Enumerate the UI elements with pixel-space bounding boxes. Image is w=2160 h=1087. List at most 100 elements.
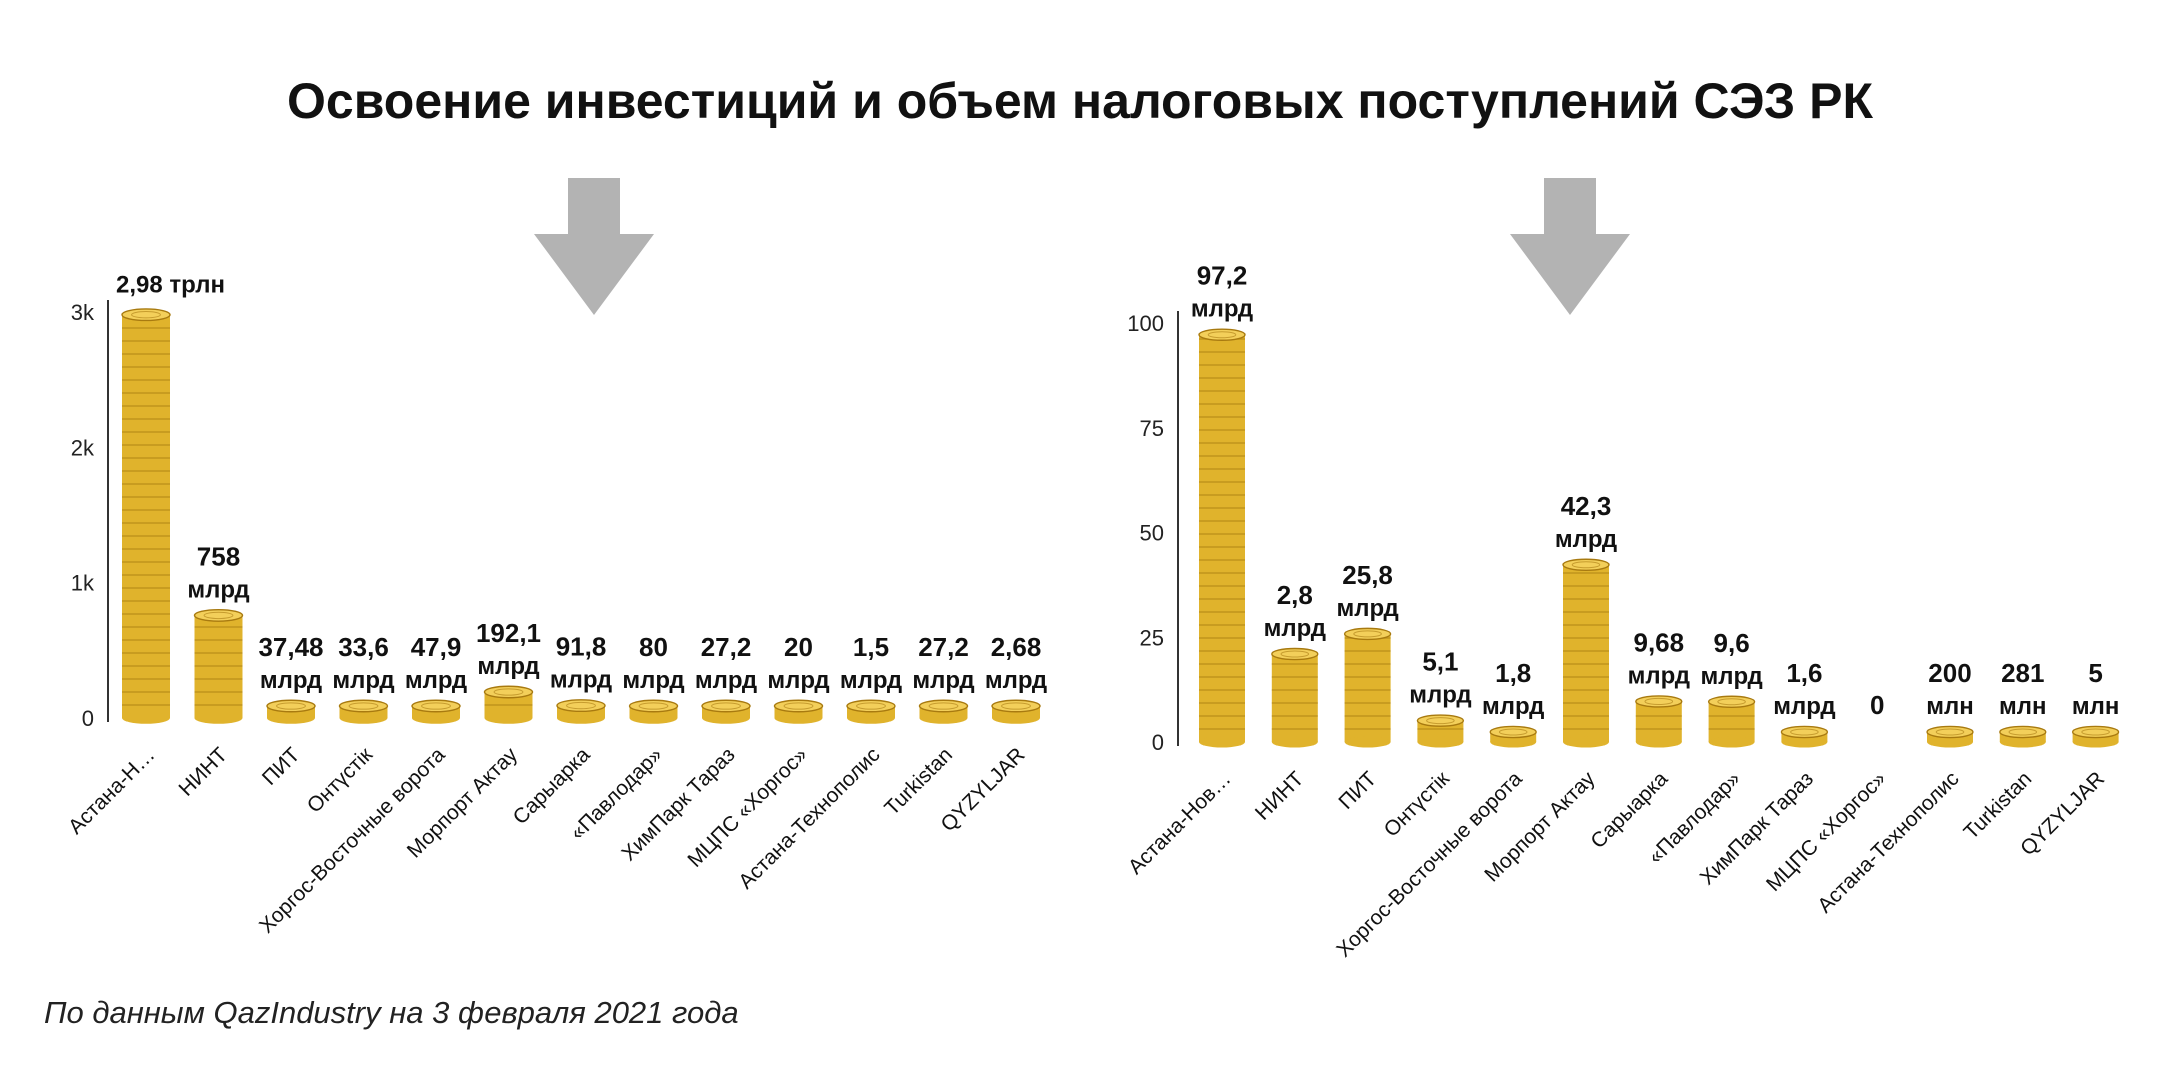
value-label: млрд [187,576,249,603]
coin-stack-body [1344,633,1391,742]
bar [773,699,824,724]
down-arrow-icon [534,178,654,315]
y-tick-label: 25 [1140,625,1164,650]
value-label: млрд [622,667,684,694]
coin-top-rim [1935,728,1965,736]
coin-bottom [702,712,750,724]
coin-bottom [1344,736,1391,748]
coin-top [628,699,679,713]
bar [411,699,461,724]
coin-stack-body [122,314,170,718]
value-label: 1,5 [853,632,889,662]
value-label: 5 [2088,658,2102,688]
coin-top [411,699,461,713]
bar [338,699,389,724]
value-label: 37,48 [258,632,323,662]
coin-bottom [847,712,895,724]
x-category-label: Онтүстік [1380,767,1455,842]
value-label: 91,8 [556,632,607,662]
value-label: млн [1999,693,2047,720]
value-label: 200 [1928,658,1971,688]
coin-bottom [194,712,243,724]
coin-top [338,699,389,713]
value-label: 1,6 [1786,658,1822,688]
coin-bottom [774,712,823,724]
value-label: млрд [1336,595,1398,622]
bar [1780,725,1829,748]
coin-top-rim [131,311,161,319]
bar [266,699,316,724]
coin-top [1635,695,1683,708]
value-label: 192,1 [476,618,541,648]
value-label: млрд [477,653,539,680]
down-arrow-shape [1510,178,1630,315]
coin-bottom [629,712,678,724]
value-label: млрд [1700,663,1762,690]
bar [1999,725,2047,748]
bar [1416,714,1465,748]
bar [701,699,751,724]
source-footnote: По данным QazIndustry на 3 февраля 2021 … [44,995,739,1030]
value-label: 97,2 [1197,261,1248,291]
value-label: млрд [1555,526,1617,553]
coin-top-rim [1426,717,1455,725]
y-tick-label: 100 [1127,311,1164,336]
value-label: 27,2 [918,632,969,662]
value-label: 47,9 [411,632,462,662]
coin-top-rim [1790,728,1819,736]
coin-bottom [1271,736,1318,748]
coin-top [1416,714,1465,727]
coin-top [1198,328,1246,341]
coin-top-rim [928,702,959,710]
bar [846,699,896,724]
coin-bottom [1927,736,1973,748]
value-label: млрд [405,667,467,694]
coin-top-rim [1498,728,1528,736]
value-label: млрд [912,667,974,694]
coin-bottom [1199,736,1245,748]
coin-top [1562,558,1610,571]
coin-stack-body [1635,701,1682,742]
coin-bottom [484,712,533,724]
coin-top [1489,725,1537,739]
coin-top-rim [1717,698,1746,706]
x-category-label: ПИТ [1334,767,1381,814]
bar [556,699,606,724]
value-label: 20 [784,632,813,662]
value-label: млрд [695,667,757,694]
value-label: 80 [639,632,668,662]
bar [918,699,969,724]
bar [1489,725,1537,748]
coin-top-rim [856,702,886,710]
coin-top [1707,695,1756,708]
coin-bottom [1490,736,1537,748]
y-tick-label: 2k [71,435,95,460]
coin-top [121,308,171,322]
coin-top-rim [2081,728,2110,736]
coin-top-rim [1001,702,1031,710]
coin-top [266,699,316,713]
coin-top [1271,647,1319,661]
value-label: 2,98 трлн [116,272,225,299]
value-label: 27,2 [701,632,752,662]
y-tick-label: 1k [71,571,95,596]
coin-top [483,685,534,699]
coin-stack-body [1199,334,1245,742]
coin-bottom [557,712,605,724]
value-label: млрд [1628,662,1690,689]
coin-top [556,699,606,713]
coin-top-rim [566,701,596,710]
coin-bottom [1563,736,1609,748]
coin-bottom [992,712,1040,724]
coin-top [773,699,824,713]
y-tick-label: 0 [1152,730,1164,755]
x-category-label: Астана-Нов… [1124,767,1236,879]
chart-title: Освоение инвестиций и объем налоговых по… [287,73,1873,129]
coin-top-rim [1280,650,1310,658]
x-category-label: Астана-Технополис [1813,767,1963,917]
bar [1926,725,1974,748]
coin-top-rim [348,702,379,710]
value-label: млрд [332,667,394,694]
bar [1343,627,1392,748]
